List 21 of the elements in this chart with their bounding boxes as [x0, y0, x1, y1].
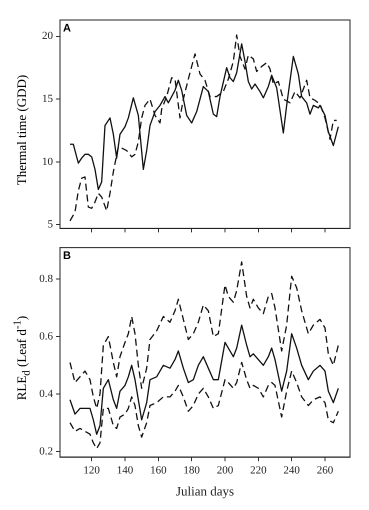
y-tick-label: 0.6: [39, 330, 54, 342]
annotation: B: [63, 250, 71, 262]
y-tick-label: 0.4: [39, 388, 54, 400]
y-tick-label: 10: [42, 156, 54, 168]
y-tick-label: 20: [42, 30, 54, 42]
y-axis-title: Thermal time (GDD): [14, 74, 30, 186]
x-tick-label: 260: [316, 464, 334, 477]
y-tick-label: 5: [48, 218, 54, 231]
x-tick-label: 240: [283, 464, 300, 477]
annotation: A: [63, 22, 71, 35]
x-axis-title: Julian days: [176, 484, 234, 499]
y-tick-label: 0.2: [39, 445, 53, 458]
line-series: [69, 34, 338, 222]
y-tick-label: 0.8: [39, 273, 54, 286]
x-tick-label: 160: [150, 464, 168, 477]
x-tick-label: 120: [83, 464, 100, 477]
x-tick-label: 140: [116, 464, 134, 477]
x-tick-label: 180: [183, 464, 200, 477]
x-tick-label: 220: [250, 464, 268, 477]
x-tick-label: 200: [216, 464, 234, 477]
y-tick-label: 15: [42, 92, 54, 105]
